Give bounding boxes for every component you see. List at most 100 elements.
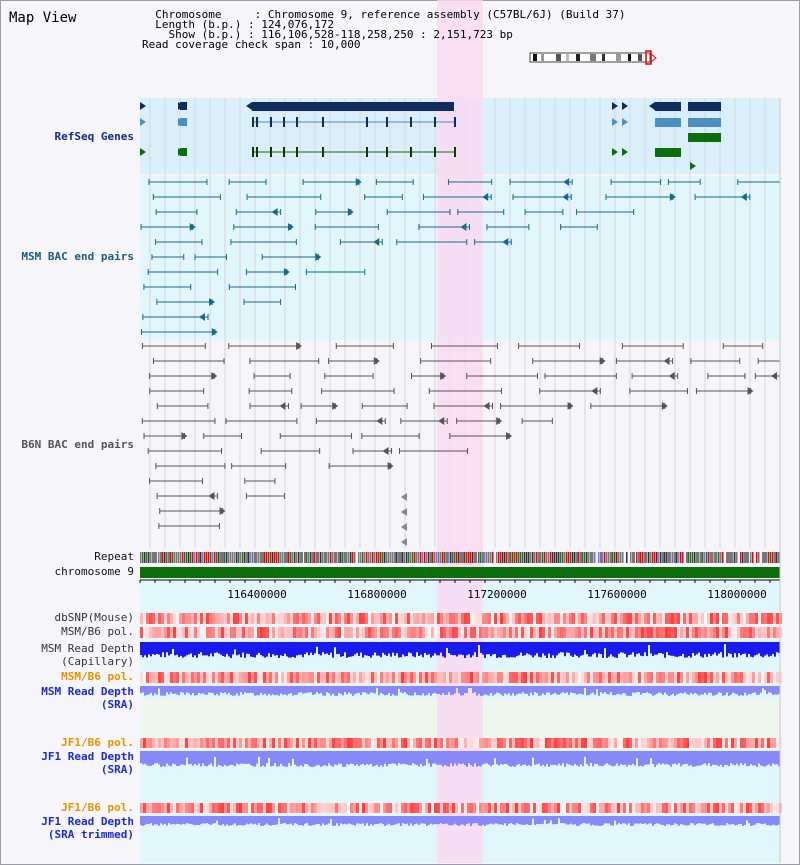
read-depth-bar <box>584 686 586 688</box>
polymorphism-cell <box>740 627 743 638</box>
read-depth-bar <box>518 751 520 764</box>
bac-end-arrow <box>663 357 670 365</box>
polymorphism-cell <box>506 672 509 683</box>
polymorphism-cell <box>257 738 260 748</box>
polymorphism-cell <box>257 672 260 683</box>
polymorphism-cell <box>263 803 266 813</box>
read-depth-bar <box>754 751 756 766</box>
read-depth-bar <box>730 642 732 655</box>
read-depth-bar <box>426 751 428 759</box>
read-depth-bar <box>338 751 340 764</box>
polymorphism-cell <box>659 803 662 813</box>
read-depth-bar <box>140 686 142 694</box>
polymorphism-cell <box>698 627 701 638</box>
bac-end-arrow <box>562 193 569 201</box>
polymorphism-cell <box>560 738 563 748</box>
read-depth-bar <box>670 816 672 826</box>
read-depth-bar <box>556 642 558 656</box>
read-depth-bar <box>400 642 402 658</box>
polymorphism-cell <box>704 803 707 813</box>
polymorphism-cell <box>665 738 668 748</box>
polymorphism-cell <box>515 613 518 624</box>
polymorphism-cell <box>167 672 170 683</box>
read-depth-bar <box>378 686 380 696</box>
polymorphism-cell <box>230 803 233 813</box>
track-label-refseq-genes[interactable]: RefSeq Genes <box>54 130 134 143</box>
read-depth-bar <box>430 816 432 824</box>
read-depth-bar <box>732 816 734 825</box>
repeat-feature <box>192 552 194 563</box>
read-depth-bar <box>196 816 198 825</box>
polymorphism-cell <box>521 738 524 748</box>
read-depth-bar <box>272 816 274 825</box>
polymorphism-cell <box>188 672 191 683</box>
repeat-feature <box>260 552 263 563</box>
polymorphism-cell <box>611 738 614 748</box>
read-depth-bar <box>560 816 562 824</box>
read-depth-bar <box>610 686 612 693</box>
repeat-feature <box>756 552 758 563</box>
polymorphism-cell <box>485 803 488 813</box>
polymorphism-cell <box>476 672 479 683</box>
read-depth-bar <box>212 816 214 824</box>
read-depth-bar <box>434 686 436 693</box>
polymorphism-cell <box>713 627 716 638</box>
polymorphism-cell <box>332 738 335 748</box>
read-depth-bar <box>556 686 558 695</box>
read-depth-bar <box>196 642 198 658</box>
read-depth-bar <box>614 816 616 821</box>
read-depth-bar <box>388 642 390 654</box>
read-depth-bar <box>546 686 548 693</box>
polymorphism-cell <box>713 738 716 748</box>
polymorphism-cell <box>389 803 392 813</box>
read-depth-bar <box>358 816 360 824</box>
read-depth-bar <box>514 816 516 825</box>
polymorphism-cell <box>770 672 773 683</box>
polymorphism-cell <box>395 613 398 624</box>
repeat-feature <box>392 552 394 563</box>
read-depth-bar <box>184 686 186 695</box>
read-depth-bar <box>526 642 528 654</box>
polymorphism-cell <box>239 613 242 624</box>
repeat-feature <box>232 552 234 563</box>
read-depth-bar <box>222 686 224 694</box>
read-depth-bar <box>276 642 278 656</box>
repeat-feature <box>324 552 327 563</box>
read-depth-bar <box>430 686 432 696</box>
polymorphism-cell <box>368 672 371 683</box>
read-depth-bar <box>310 642 312 653</box>
polymorphism-cell <box>569 738 572 748</box>
polymorphism-cell <box>656 627 659 638</box>
polymorphism-cell <box>527 803 530 813</box>
polymorphism-cell <box>701 613 704 624</box>
read-depth-bar <box>196 751 198 766</box>
polymorphism-cell <box>146 613 149 624</box>
bac-end-arrow <box>401 508 407 516</box>
read-depth-bar <box>212 686 214 694</box>
read-depth-bar <box>524 751 526 765</box>
gene-exon <box>410 117 412 127</box>
gene-marker <box>622 148 628 156</box>
polymorphism-cell <box>191 627 194 638</box>
read-depth-bar <box>206 816 208 824</box>
repeat-feature <box>390 552 392 563</box>
polymorphism-cell <box>314 738 317 748</box>
polymorphism-cell <box>695 627 698 638</box>
read-depth-bar <box>496 642 498 658</box>
read-depth-bar <box>304 751 306 765</box>
read-depth-bar <box>762 751 764 767</box>
polymorphism-cell <box>527 627 530 638</box>
read-depth-bar <box>682 751 684 765</box>
polymorphism-cell <box>584 672 587 683</box>
read-depth-bar <box>536 642 538 654</box>
track-label-b6n-bac-end-pairs[interactable]: B6N BAC end pairs <box>21 438 134 451</box>
polymorphism-cell <box>281 627 284 638</box>
polymorphism-cell <box>146 738 149 748</box>
read-depth-bar <box>538 686 540 696</box>
polymorphism-cell <box>245 803 248 813</box>
polymorphism-cell <box>299 613 302 624</box>
track-label-msm-bac-end-pairs[interactable]: MSM BAC end pairs <box>21 250 134 263</box>
polymorphism-cell <box>554 803 557 813</box>
bac-end-arrow <box>271 208 278 216</box>
